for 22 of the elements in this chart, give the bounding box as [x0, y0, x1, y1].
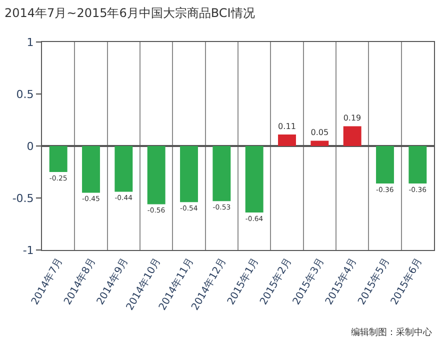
data-label: 0.05	[310, 128, 329, 138]
y-tick-label: 0	[26, 140, 34, 153]
bar	[343, 126, 362, 146]
y-tick-label: -1	[22, 244, 34, 257]
bar	[310, 140, 329, 146]
bar	[245, 146, 264, 213]
bar	[147, 146, 166, 204]
bar	[82, 146, 100, 193]
bar	[376, 146, 394, 184]
bar	[212, 146, 231, 202]
y-tick-label: 0.5	[16, 88, 34, 101]
bar	[278, 134, 296, 146]
text: 编辑制图：采制中心	[351, 327, 432, 338]
bar	[408, 146, 427, 184]
data-label: 0.11	[278, 122, 296, 131]
bar	[180, 146, 198, 202]
chart-title: 2014年7月~2015年6月中国大宗商品BCI情况	[4, 6, 255, 20]
bar	[49, 146, 68, 172]
bar	[114, 146, 133, 192]
y-tick-label: -0.5	[12, 192, 34, 205]
data-label: 0.19	[343, 114, 362, 123]
y-tick-label: 1	[26, 36, 34, 49]
